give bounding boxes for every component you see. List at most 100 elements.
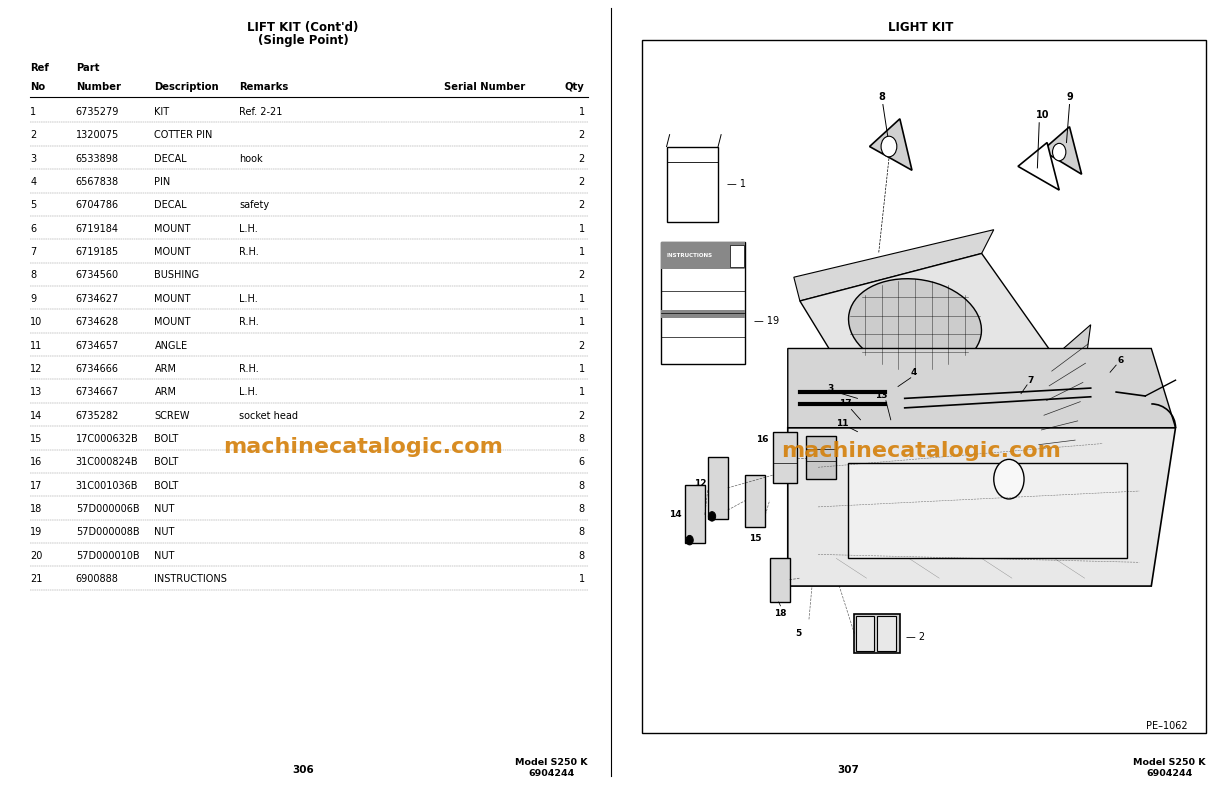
Text: 6567838: 6567838 xyxy=(76,177,119,187)
Text: 6735279: 6735279 xyxy=(76,107,119,117)
Polygon shape xyxy=(1042,127,1082,174)
Text: safety: safety xyxy=(240,200,269,211)
Text: 9: 9 xyxy=(1066,92,1073,101)
Polygon shape xyxy=(788,348,1175,428)
Text: 17: 17 xyxy=(838,399,852,409)
Text: 4: 4 xyxy=(911,367,917,377)
Text: 2: 2 xyxy=(579,154,585,164)
Text: 1: 1 xyxy=(579,107,585,117)
Text: Remarks: Remarks xyxy=(240,82,289,92)
Bar xyxy=(772,432,797,483)
Text: 6533898: 6533898 xyxy=(76,154,119,164)
Text: machinecatalogic.com: machinecatalogic.com xyxy=(224,437,503,458)
Text: 1: 1 xyxy=(579,223,585,234)
Text: 6734667: 6734667 xyxy=(76,387,119,398)
Text: LIGHT KIT: LIGHT KIT xyxy=(889,21,953,33)
Text: 6900888: 6900888 xyxy=(76,574,119,584)
Text: 8: 8 xyxy=(579,527,585,538)
Text: ARM: ARM xyxy=(154,387,176,398)
Text: 3: 3 xyxy=(827,383,834,393)
Text: BUSHING: BUSHING xyxy=(154,270,200,280)
Text: (Single Point): (Single Point) xyxy=(257,34,349,47)
Text: 6734628: 6734628 xyxy=(76,317,119,327)
Ellipse shape xyxy=(848,279,982,371)
Text: 6719185: 6719185 xyxy=(76,247,119,257)
Text: 12: 12 xyxy=(31,364,43,374)
Circle shape xyxy=(709,512,716,521)
Text: BOLT: BOLT xyxy=(154,481,179,491)
Text: 2: 2 xyxy=(579,270,585,280)
Text: Model S250 K
6904244: Model S250 K 6904244 xyxy=(1133,759,1206,778)
Text: 1: 1 xyxy=(579,317,585,327)
Text: NUT: NUT xyxy=(154,504,175,514)
Text: hook: hook xyxy=(240,154,263,164)
Text: 6: 6 xyxy=(1118,356,1124,365)
Text: 18: 18 xyxy=(31,504,43,514)
Text: SCREW: SCREW xyxy=(154,410,190,421)
Text: DECAL: DECAL xyxy=(154,154,187,164)
Polygon shape xyxy=(1037,325,1091,459)
Text: 6734657: 6734657 xyxy=(76,341,119,351)
Text: 11: 11 xyxy=(836,419,848,428)
Text: 18: 18 xyxy=(774,608,786,618)
Text: R.H.: R.H. xyxy=(240,247,259,257)
Text: 16: 16 xyxy=(756,435,769,444)
Text: BOLT: BOLT xyxy=(154,434,179,444)
Text: Ref: Ref xyxy=(31,63,49,74)
Text: Model S250 K
6904244: Model S250 K 6904244 xyxy=(515,759,588,778)
Text: NUT: NUT xyxy=(154,527,175,538)
Text: L.H.: L.H. xyxy=(240,387,258,398)
Text: 2: 2 xyxy=(579,130,585,140)
Bar xyxy=(643,40,1206,733)
Text: 17: 17 xyxy=(31,481,43,491)
Text: 6734627: 6734627 xyxy=(76,294,119,304)
Text: 6735282: 6735282 xyxy=(76,410,119,421)
Polygon shape xyxy=(788,428,1175,586)
Text: 12: 12 xyxy=(694,478,706,488)
Text: 8: 8 xyxy=(579,504,585,514)
Text: 10: 10 xyxy=(1036,110,1049,120)
Text: Description: Description xyxy=(154,82,219,92)
Text: 57D000006B: 57D000006B xyxy=(76,504,140,514)
Text: BOLT: BOLT xyxy=(154,457,179,467)
Text: 2: 2 xyxy=(31,130,37,140)
Circle shape xyxy=(883,384,905,413)
Bar xyxy=(661,242,745,364)
Text: 7: 7 xyxy=(31,247,37,257)
Bar xyxy=(854,614,900,653)
Text: 8: 8 xyxy=(579,434,585,444)
Text: — 1: — 1 xyxy=(727,179,747,189)
Bar xyxy=(805,436,836,479)
Text: 2: 2 xyxy=(579,177,585,187)
Circle shape xyxy=(685,535,693,545)
Bar xyxy=(857,616,874,651)
Bar xyxy=(770,558,789,602)
Text: Qty: Qty xyxy=(565,82,585,92)
Text: 14: 14 xyxy=(670,510,682,520)
Text: MOUNT: MOUNT xyxy=(154,247,191,257)
Text: 13: 13 xyxy=(31,387,43,398)
Text: 2: 2 xyxy=(579,341,585,351)
Text: No: No xyxy=(31,82,45,92)
Circle shape xyxy=(1053,143,1066,161)
Text: 1: 1 xyxy=(579,294,585,304)
Text: 3: 3 xyxy=(31,154,37,164)
Text: 5: 5 xyxy=(31,200,37,211)
Text: KIT: KIT xyxy=(154,107,170,117)
Text: 17C000632B: 17C000632B xyxy=(76,434,138,444)
Text: NUT: NUT xyxy=(154,550,175,561)
Text: 4: 4 xyxy=(31,177,37,187)
Text: 57D000008B: 57D000008B xyxy=(76,527,140,538)
Text: DECAL: DECAL xyxy=(154,200,187,211)
Text: 13: 13 xyxy=(875,391,887,401)
Text: 19: 19 xyxy=(31,527,43,538)
Text: 31C000824B: 31C000824B xyxy=(76,457,138,467)
Polygon shape xyxy=(869,119,912,170)
Text: 6: 6 xyxy=(579,457,585,467)
Text: 2: 2 xyxy=(579,410,585,421)
Text: PE–1062: PE–1062 xyxy=(1146,722,1187,731)
Text: 1: 1 xyxy=(579,574,585,584)
Text: 15: 15 xyxy=(749,534,761,543)
Bar xyxy=(661,242,745,269)
Text: 20: 20 xyxy=(31,550,43,561)
